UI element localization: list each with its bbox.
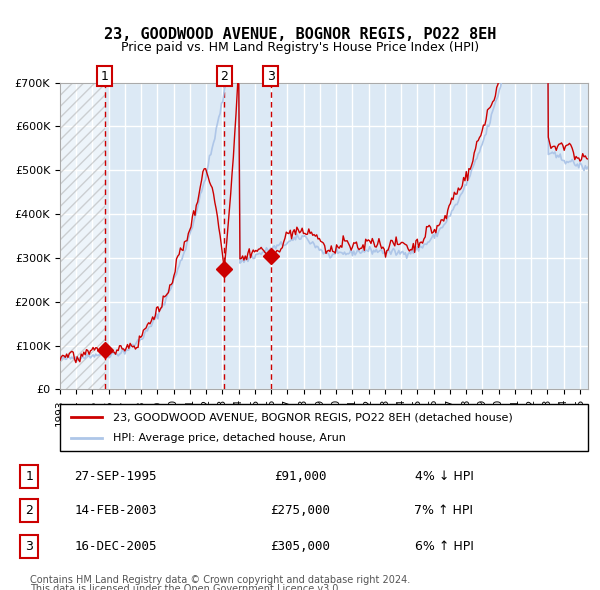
Text: 3: 3 (266, 70, 274, 83)
Text: 16-DEC-2005: 16-DEC-2005 (74, 540, 157, 553)
Text: 4% ↓ HPI: 4% ↓ HPI (415, 470, 473, 483)
Text: 1: 1 (101, 70, 109, 83)
Text: £91,000: £91,000 (274, 470, 326, 483)
Text: 7% ↑ HPI: 7% ↑ HPI (415, 504, 473, 517)
Text: 2: 2 (25, 504, 33, 517)
Text: 23, GOODWOOD AVENUE, BOGNOR REGIS, PO22 8EH (detached house): 23, GOODWOOD AVENUE, BOGNOR REGIS, PO22 … (113, 412, 512, 422)
Text: 1: 1 (25, 470, 33, 483)
Text: 2: 2 (220, 70, 229, 83)
Bar (60, 83, 104, 389)
Text: Price paid vs. HM Land Registry's House Price Index (HPI): Price paid vs. HM Land Registry's House … (121, 41, 479, 54)
Text: 27-SEP-1995: 27-SEP-1995 (74, 470, 157, 483)
FancyBboxPatch shape (60, 404, 588, 451)
Text: £305,000: £305,000 (270, 540, 330, 553)
Text: 3: 3 (25, 540, 33, 553)
Text: 6% ↑ HPI: 6% ↑ HPI (415, 540, 473, 553)
Text: This data is licensed under the Open Government Licence v3.0.: This data is licensed under the Open Gov… (30, 584, 341, 590)
Text: 23, GOODWOOD AVENUE, BOGNOR REGIS, PO22 8EH: 23, GOODWOOD AVENUE, BOGNOR REGIS, PO22 … (104, 27, 496, 41)
Text: 14-FEB-2003: 14-FEB-2003 (74, 504, 157, 517)
Text: £275,000: £275,000 (270, 504, 330, 517)
Text: HPI: Average price, detached house, Arun: HPI: Average price, detached house, Arun (113, 433, 346, 443)
Bar (60, 83, 104, 389)
Text: Contains HM Land Registry data © Crown copyright and database right 2024.: Contains HM Land Registry data © Crown c… (30, 575, 410, 585)
